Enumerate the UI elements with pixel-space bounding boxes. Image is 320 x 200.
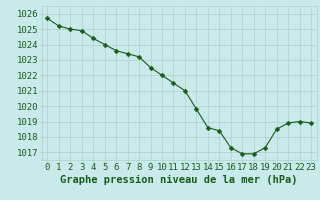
X-axis label: Graphe pression niveau de la mer (hPa): Graphe pression niveau de la mer (hPa) xyxy=(60,175,298,185)
